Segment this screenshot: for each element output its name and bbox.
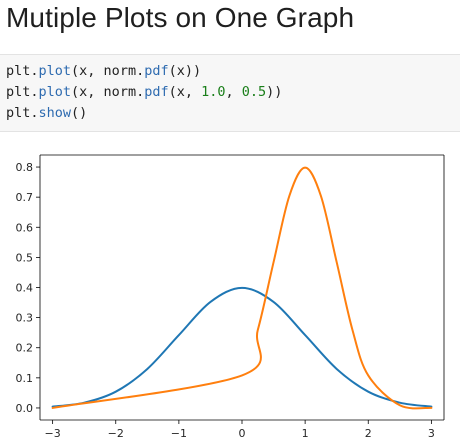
x-tick-label: −2: [108, 427, 124, 440]
code-token: ,: [225, 84, 242, 100]
y-tick-label: 0.5: [16, 251, 34, 264]
y-tick-label: 0.8: [16, 161, 34, 174]
code-token: .: [30, 105, 39, 121]
code-function-token: pdf: [144, 63, 169, 79]
code-line: plt.show(): [6, 103, 87, 123]
code-token: .: [30, 84, 39, 100]
y-tick-label: 0.7: [16, 191, 34, 204]
x-tick-label: −3: [45, 427, 61, 440]
page-heading: Mutiple Plots on One Graph: [6, 2, 355, 33]
code-token: (x,: [168, 84, 202, 100]
code-token: (x, norm.: [71, 84, 145, 100]
series-line-2: [51, 166, 433, 410]
code-token: plt: [6, 63, 31, 79]
series-layer: [51, 166, 433, 410]
code-token: .: [30, 63, 39, 79]
code-token: (): [71, 105, 88, 121]
code-cell[interactable]: plt.plot(x, norm.pdf(x)) plt.plot(x, nor…: [0, 54, 460, 132]
axes-layer: −3 −2 −1 0 1 2 3 0.0 0.1 0.2 0.3 0.4 0.5 0.6 0.7 0.8: [16, 154, 445, 440]
y-tick-label: 0.4: [16, 282, 34, 295]
code-token: )): [266, 84, 283, 100]
x-tick-label: 0: [239, 427, 246, 440]
line-chart: −3 −2 −1 0 1 2 3 0.0 0.1 0.2 0.3 0.4 0.5 0.6 0.7 0.8: [16, 154, 445, 440]
code-line: plt.plot(x, norm.pdf(x)): [6, 61, 201, 81]
code-token: (x)): [168, 63, 202, 79]
x-tick-label: 3: [428, 427, 435, 440]
x-tick-label: 1: [302, 427, 309, 440]
series-line-1: [51, 286, 433, 408]
x-tick-label: 2: [365, 427, 372, 440]
x-tick-label: −1: [171, 427, 187, 440]
y-tick-label: 0.3: [16, 312, 34, 325]
y-tick-label: 0.6: [16, 221, 34, 234]
code-number-token: 1.0: [201, 84, 226, 100]
code-function-token: show: [38, 105, 72, 121]
y-tick-label: 0.2: [16, 342, 34, 355]
y-tick-label: 0.0: [16, 402, 34, 415]
code-function-token: pdf: [144, 84, 169, 100]
code-function-token: plot: [38, 84, 72, 100]
code-number-token: 0.5: [241, 84, 267, 100]
code-token: (x, norm.: [71, 63, 145, 79]
code-token: plt: [6, 105, 31, 121]
code-line: plt.plot(x, norm.pdf(x, 1.0, 0.5)): [6, 82, 282, 102]
y-tick-label: 0.1: [16, 372, 34, 385]
code-token: plt: [6, 84, 31, 100]
code-function-token: plot: [38, 63, 72, 79]
